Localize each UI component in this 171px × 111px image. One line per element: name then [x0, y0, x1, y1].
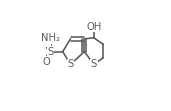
Text: S: S [91, 59, 97, 69]
Text: OH: OH [86, 22, 101, 32]
Text: O: O [42, 57, 50, 67]
Text: S: S [67, 59, 74, 69]
Text: NH₂: NH₂ [41, 33, 60, 43]
Text: O: O [42, 36, 50, 46]
Text: S: S [47, 47, 54, 57]
